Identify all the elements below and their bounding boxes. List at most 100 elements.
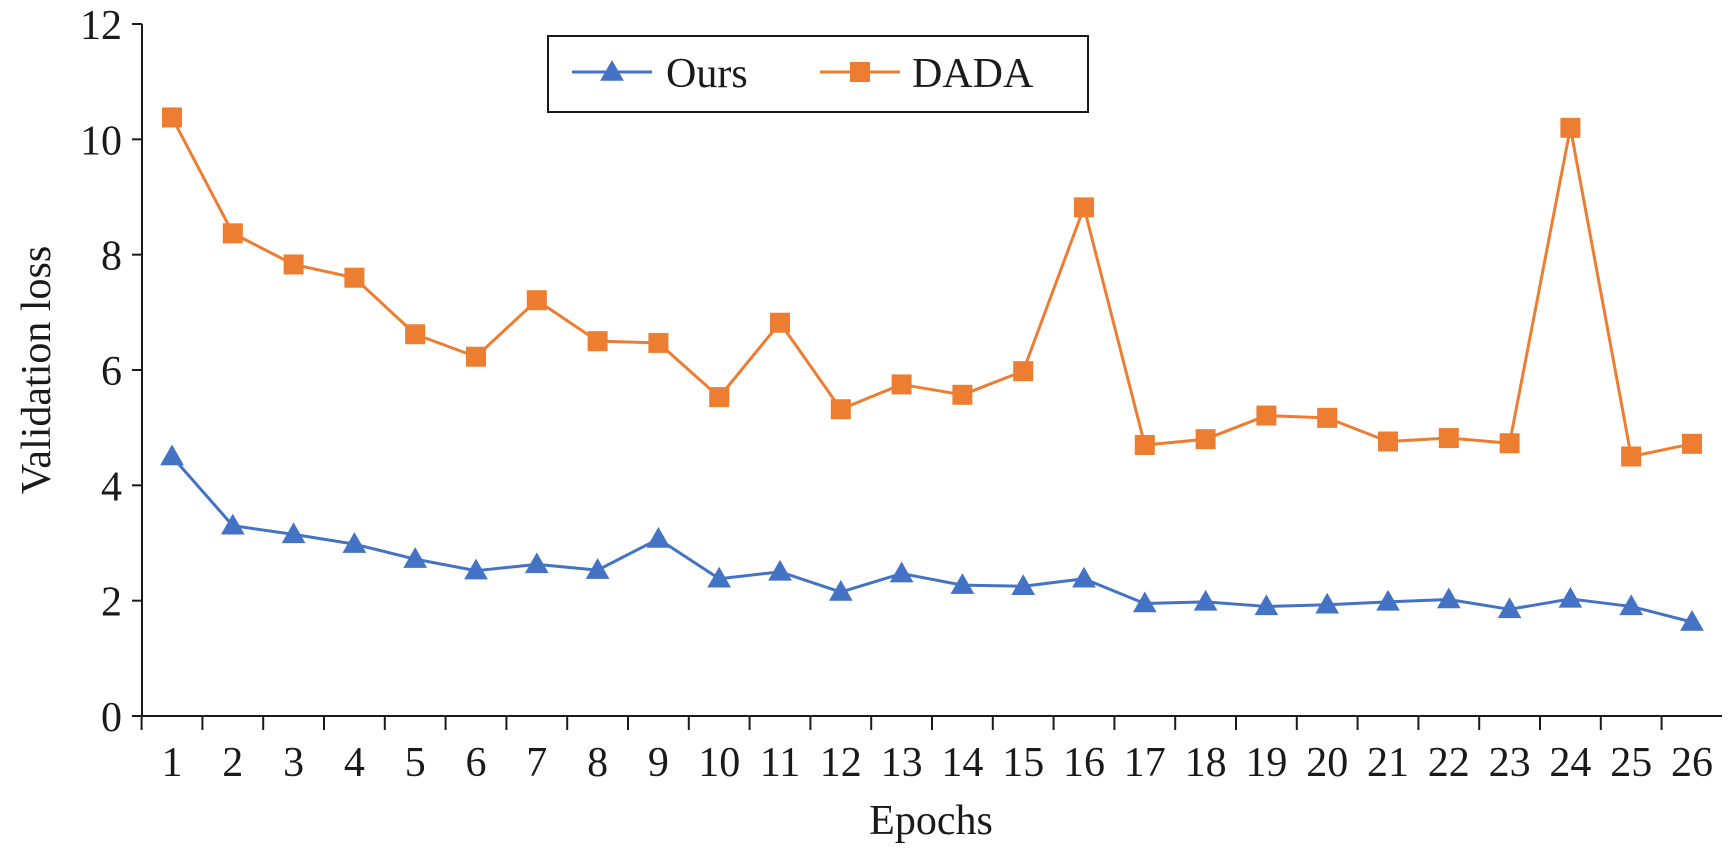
x-tick-label: 13 [881, 740, 923, 786]
x-tick-label: 5 [405, 740, 426, 786]
data-point-dada [709, 387, 730, 408]
data-point-dada [770, 312, 790, 333]
data-point-dada [1682, 433, 1702, 454]
data-point-dada [1195, 429, 1216, 450]
data-point-dada [1378, 431, 1398, 452]
x-tick-label: 22 [1428, 740, 1470, 786]
data-point-ours [646, 526, 671, 548]
x-tick-label: 24 [1549, 740, 1591, 786]
data-point-ours [1680, 609, 1704, 631]
data-point-dada [1499, 433, 1520, 454]
data-point-dada [222, 223, 243, 244]
legend-label-dada: DADA [912, 51, 1034, 97]
x-tick-label: 26 [1671, 740, 1713, 786]
x-tick-label: 8 [587, 740, 608, 786]
x-tick-label: 9 [648, 740, 669, 786]
data-point-dada [1134, 434, 1155, 455]
data-point-ours [464, 558, 488, 580]
data-point-ours [1558, 586, 1583, 608]
data-point-ours [220, 513, 245, 535]
data-point-ours [1376, 589, 1400, 611]
y-tick-label: 2 [101, 580, 122, 626]
data-point-dada [526, 290, 547, 311]
data-point-dada [1621, 446, 1642, 467]
data-point-ours [1315, 592, 1340, 614]
series-line-dada [170, 116, 1693, 458]
x-tick-label: 7 [526, 740, 547, 786]
data-point-dada [1074, 197, 1094, 218]
data-point-ours [1193, 589, 1218, 611]
data-point-ours [1619, 594, 1644, 616]
data-point-dada [830, 399, 851, 420]
x-tick-label: 19 [1245, 740, 1287, 786]
x-tick-label: 6 [466, 740, 487, 786]
data-point-ours [160, 444, 184, 466]
data-point-dada [891, 374, 912, 395]
series-ours [160, 444, 1704, 631]
data-point-ours [585, 558, 610, 579]
x-tick-label: 12 [820, 740, 862, 786]
data-point-ours [342, 532, 367, 553]
data-point-dada [405, 324, 426, 345]
data-point-ours [1132, 591, 1157, 613]
data-point-ours [828, 580, 853, 601]
y-tick-label: 8 [101, 234, 122, 280]
data-point-dada [648, 332, 669, 353]
data-point-dada [283, 254, 304, 275]
legend-label-ours: Ours [666, 51, 748, 97]
data-point-dada [587, 331, 608, 352]
data-point-dada [466, 346, 486, 367]
x-tick-label: 4 [344, 740, 365, 786]
data-point-ours [950, 573, 975, 594]
x-tick-label: 10 [698, 740, 740, 786]
legend-box [547, 35, 1089, 113]
x-tick-label: 17 [1124, 740, 1166, 786]
legend-marker-dada [850, 62, 870, 82]
x-tick-label: 14 [941, 740, 983, 786]
y-tick-label: 12 [80, 3, 122, 49]
y-tick-label: 4 [101, 464, 122, 510]
x-tick-label: 16 [1063, 740, 1105, 786]
data-point-ours [768, 559, 792, 581]
x-tick-label: 11 [760, 740, 800, 786]
data-point-dada [162, 107, 182, 128]
x-tick-label: 23 [1489, 740, 1531, 786]
data-point-ours [403, 547, 428, 568]
x-tick-label: 2 [222, 740, 243, 786]
y-tick-label: 10 [80, 118, 122, 164]
x-tick-label: 25 [1610, 740, 1652, 786]
data-point-dada [344, 267, 365, 288]
y-tick-label: 6 [101, 349, 122, 395]
y-tick-label: 0 [101, 695, 122, 741]
data-point-ours [524, 552, 549, 574]
series-dada [162, 107, 1702, 467]
x-axis-label: Epochs [869, 798, 993, 844]
data-point-ours [1254, 594, 1279, 616]
data-point-dada [1256, 405, 1277, 426]
data-point-dada [1438, 428, 1459, 449]
data-point-ours [1436, 587, 1461, 609]
data-point-dada [952, 384, 973, 405]
data-point-dada [1317, 407, 1338, 428]
x-tick-label: 1 [162, 740, 183, 786]
data-point-ours [707, 566, 732, 588]
data-point-dada [1560, 117, 1581, 138]
series-line-ours [170, 455, 1693, 624]
data-point-ours [1011, 574, 1036, 595]
data-point-dada [1013, 361, 1034, 382]
y-axis-label: Validation loss [14, 246, 60, 495]
data-point-ours [281, 522, 306, 544]
data-point-ours [889, 561, 914, 583]
x-tick-label: 21 [1367, 740, 1409, 786]
series-layer [160, 107, 1704, 631]
legend: Ours DADA [547, 35, 1089, 113]
legend-marker-ours [600, 59, 624, 81]
x-tick-label: 15 [1002, 740, 1044, 786]
x-tick-label: 20 [1306, 740, 1348, 786]
data-point-ours [1497, 597, 1522, 619]
x-tick-label: 18 [1185, 740, 1227, 786]
data-point-ours [1072, 566, 1096, 588]
